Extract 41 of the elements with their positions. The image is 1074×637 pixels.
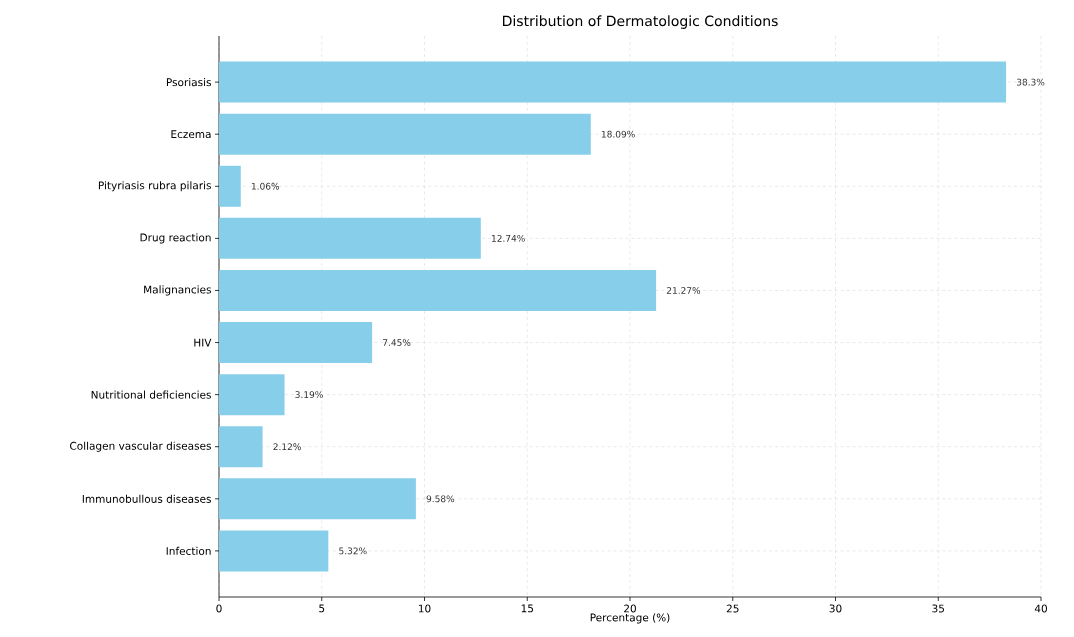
data-label: 2.12% — [273, 443, 301, 451]
x-tick-label: 15 — [521, 604, 534, 613]
bar — [219, 478, 416, 520]
y-tick-label: Pityriasis rubra pilaris — [98, 181, 211, 192]
data-label: 12.74% — [491, 234, 525, 242]
y-tick-label: Collagen vascular diseases — [70, 441, 211, 452]
x-tick-label: 25 — [726, 604, 739, 613]
bar — [219, 165, 241, 207]
bar — [219, 113, 591, 155]
bar — [219, 61, 1007, 103]
data-label: 3.19% — [295, 391, 323, 399]
bar — [219, 426, 263, 468]
y-tick-label: Malignancies — [144, 285, 211, 296]
x-tick-label: 0 — [216, 604, 222, 613]
x-tick-label: 5 — [319, 604, 325, 613]
y-tick-label: Psoriasis — [166, 78, 211, 87]
y-tick-label: Immunobullous diseases — [82, 494, 211, 503]
y-tick-label: Infection — [166, 546, 211, 555]
data-label: 18.09% — [601, 130, 635, 138]
y-tick-label: Eczema — [171, 130, 211, 139]
x-tick-label: 10 — [418, 604, 431, 613]
chart-title: Distribution of Dermatologic Conditions — [503, 15, 778, 29]
data-label: 9.58% — [426, 495, 455, 503]
bar — [219, 530, 329, 572]
x-tick-label: 40 — [1034, 604, 1047, 613]
x-tick-label: 35 — [932, 604, 945, 613]
data-label: 38.3% — [1016, 78, 1045, 86]
bar — [219, 374, 285, 416]
data-label: 7.45% — [383, 339, 411, 346]
x-axis-title: Percentage (%) — [590, 613, 670, 624]
y-tick-label: HIV — [194, 338, 212, 347]
data-label: 5.32% — [339, 547, 367, 555]
data-label: 1.06% — [251, 182, 280, 190]
y-tick-label: Nutritional deficiencies — [91, 390, 211, 399]
y-tick-label: Drug reaction — [140, 233, 211, 244]
bar — [219, 322, 373, 364]
bar — [219, 217, 481, 259]
bar — [219, 269, 657, 311]
x-tick-label: 20 — [624, 604, 636, 613]
x-tick-label: 30 — [829, 604, 842, 613]
data-label: 21.27% — [666, 287, 701, 294]
